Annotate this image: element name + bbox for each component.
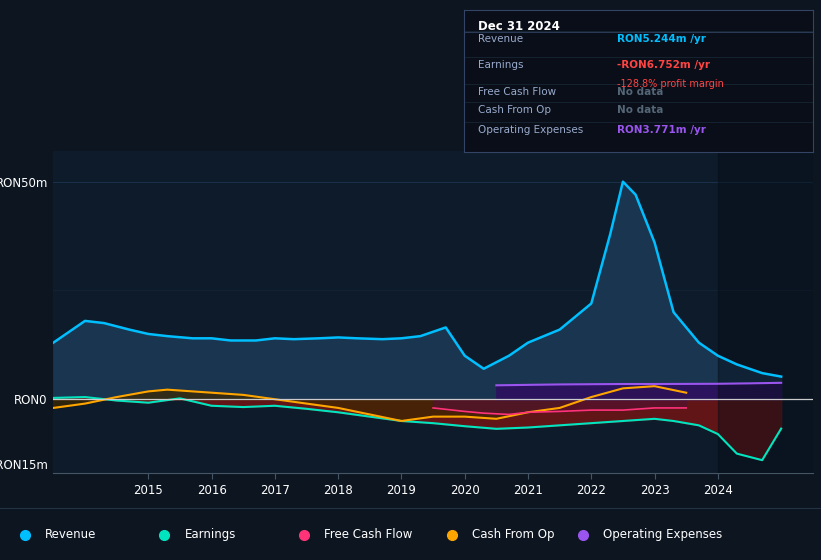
Text: Earnings: Earnings (185, 528, 236, 542)
Text: Cash From Op: Cash From Op (478, 105, 551, 115)
Text: Dec 31 2024: Dec 31 2024 (478, 20, 560, 32)
Text: -128.8% profit margin: -128.8% profit margin (617, 80, 724, 90)
Text: Operating Expenses: Operating Expenses (478, 125, 583, 135)
Text: RON3.771m /yr: RON3.771m /yr (617, 125, 706, 135)
Text: No data: No data (617, 87, 663, 97)
Text: Free Cash Flow: Free Cash Flow (324, 528, 413, 542)
Text: RON5.244m /yr: RON5.244m /yr (617, 34, 706, 44)
Text: Cash From Op: Cash From Op (472, 528, 554, 542)
Text: Revenue: Revenue (478, 34, 523, 44)
Text: Operating Expenses: Operating Expenses (603, 528, 722, 542)
Text: Free Cash Flow: Free Cash Flow (478, 87, 556, 97)
Bar (718, 151, 813, 473)
Text: Revenue: Revenue (45, 528, 97, 542)
Text: No data: No data (617, 105, 663, 115)
Text: -RON6.752m /yr: -RON6.752m /yr (617, 59, 710, 69)
Text: Earnings: Earnings (478, 59, 523, 69)
